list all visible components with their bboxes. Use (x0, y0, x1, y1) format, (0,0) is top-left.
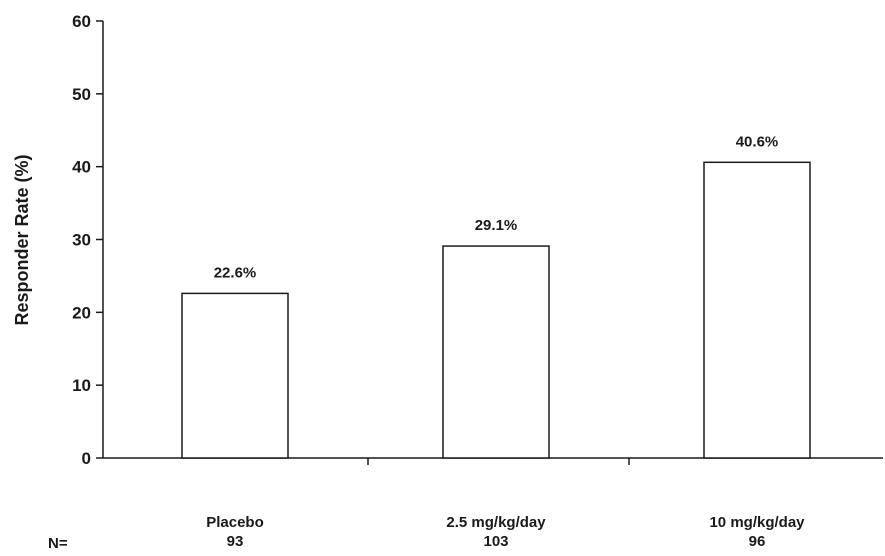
y-tick-label: 30 (72, 231, 91, 250)
category-label: 10 mg/kg/day (709, 514, 805, 531)
y-tick-label: 60 (72, 12, 91, 31)
n-value-label: 93 (227, 533, 244, 550)
y-tick-label: 40 (72, 158, 91, 177)
y-tick-label: 10 (72, 376, 91, 395)
y-tick-label: 50 (72, 85, 91, 104)
bar (181, 292, 289, 459)
n-value-label: 103 (483, 533, 508, 550)
y-tick-label: 20 (72, 303, 91, 322)
n-value-label: 96 (749, 533, 766, 550)
n-prefix-label: N= (48, 535, 68, 552)
y-axis-title: Responder Rate (%) (12, 154, 32, 325)
category-label: 2.5 mg/kg/day (446, 514, 546, 531)
data-label: 29.1% (475, 217, 518, 234)
bar (442, 245, 550, 459)
y-tick-label: 0 (82, 449, 91, 468)
category-label: Placebo (206, 514, 264, 531)
bar (703, 161, 811, 459)
data-label: 22.6% (214, 264, 257, 281)
data-label: 40.6% (736, 133, 779, 150)
